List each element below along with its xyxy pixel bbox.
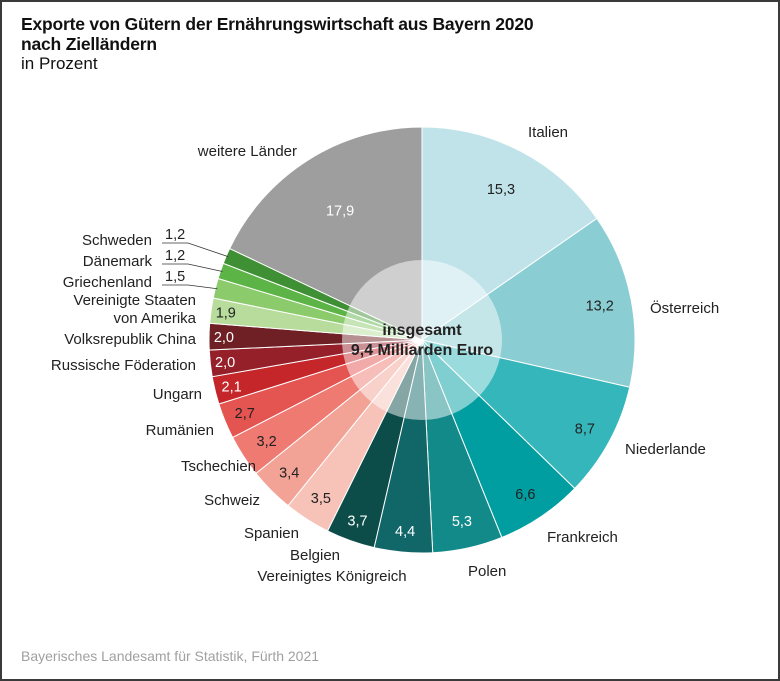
value-label: 1,2 bbox=[165, 227, 185, 243]
slice-label: Niederlande bbox=[625, 441, 706, 458]
slice-label: Russische Föderation bbox=[51, 357, 196, 374]
chart-subtitle: in Prozent bbox=[21, 54, 98, 73]
slice-label: Dänemark bbox=[83, 253, 153, 270]
title-line-2: nach Zielländern bbox=[21, 34, 157, 54]
slice-label: Griechenland bbox=[63, 274, 152, 291]
value-label: 2,0 bbox=[214, 330, 234, 346]
value-label: 13,2 bbox=[586, 298, 614, 314]
value-label: 4,4 bbox=[395, 524, 415, 540]
chart-title: Exporte von Gütern der Ernährungswirtsch… bbox=[21, 14, 534, 54]
title-line-1: Exporte von Gütern der Ernährungswirtsch… bbox=[21, 14, 534, 34]
slice-label: Vereinigtes Königreich bbox=[257, 568, 406, 585]
value-label: 1,5 bbox=[165, 269, 185, 285]
value-label: 1,9 bbox=[216, 306, 236, 322]
slice-label: Ungarn bbox=[153, 386, 202, 403]
value-label: 2,1 bbox=[222, 379, 242, 395]
slice-label: Österreich bbox=[650, 299, 719, 317]
leader-line bbox=[162, 242, 229, 258]
slice-label: Tschechien bbox=[181, 458, 256, 475]
value-label: 3,7 bbox=[347, 514, 367, 530]
center-label-line-1: insgesamt bbox=[382, 322, 462, 339]
value-label: 17,9 bbox=[326, 203, 354, 219]
value-label: 15,3 bbox=[487, 182, 515, 198]
center-label-line-2: 9,4 Milliarden Euro bbox=[351, 342, 493, 359]
value-label: 3,4 bbox=[279, 465, 299, 481]
value-label: 1,2 bbox=[165, 248, 185, 264]
slice-label: Volksrepublik China bbox=[64, 331, 196, 348]
slice-label: Schweden bbox=[82, 232, 152, 249]
value-label: 6,6 bbox=[515, 487, 535, 503]
slice-label: Schweiz bbox=[204, 492, 260, 509]
value-labels: 15,3 13,2 8,7 6,6 5,3 4,4 3,7 3,5 3,43,22,7 2,1 2,… bbox=[165, 182, 614, 540]
slice-labels: Italien Österreich Niederlande Frankreich Po… bbox=[51, 124, 719, 585]
slice-label: weitere Länder bbox=[197, 143, 297, 160]
leader-lines bbox=[162, 242, 229, 290]
slice-label: Belgien bbox=[290, 547, 340, 564]
leader-line bbox=[162, 263, 223, 272]
value-label: 2,7 bbox=[235, 406, 255, 422]
slice-label: Polen bbox=[468, 563, 506, 580]
slice-label: von Amerika bbox=[113, 310, 196, 327]
value-label: 2,0 bbox=[215, 355, 235, 371]
leader-line bbox=[162, 284, 218, 290]
center-circle bbox=[342, 260, 502, 420]
slice-label: Italien bbox=[528, 124, 568, 141]
slice-label: Spanien bbox=[244, 525, 299, 542]
value-label: 8,7 bbox=[575, 421, 595, 437]
value-label: 3,5 bbox=[311, 491, 331, 507]
source-note: Bayerisches Landesamt für Statistik, Für… bbox=[21, 648, 320, 664]
slice-label: Vereinigte Staaten bbox=[73, 292, 196, 309]
value-label: 3,2 bbox=[257, 434, 277, 450]
slice-label: Rumänien bbox=[146, 422, 214, 439]
value-label: 5,3 bbox=[452, 514, 472, 530]
slice-label: Frankreich bbox=[547, 529, 618, 546]
